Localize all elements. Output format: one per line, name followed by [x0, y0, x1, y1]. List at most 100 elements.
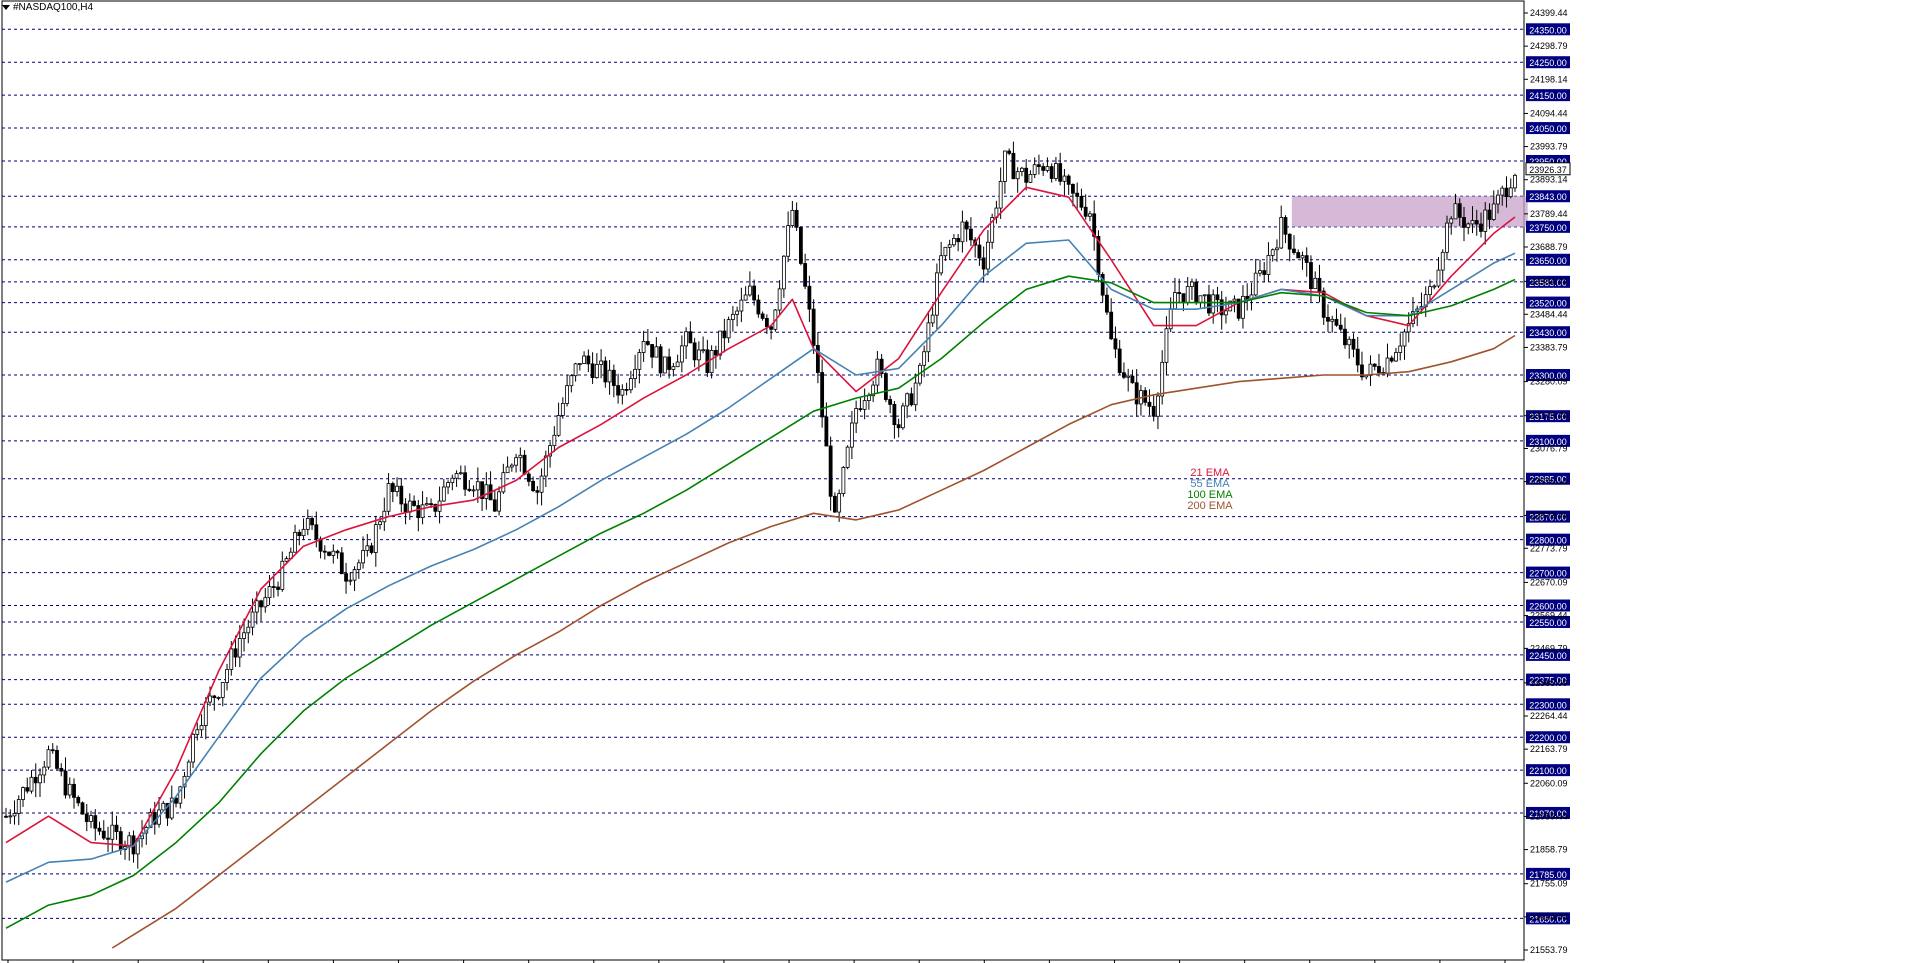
candle-body — [59, 768, 64, 772]
candle-body — [1479, 223, 1483, 232]
level-label: 23100.00 — [1529, 437, 1567, 447]
candle-body — [790, 209, 795, 226]
candle-body — [1296, 252, 1301, 259]
candle-body — [80, 802, 85, 815]
candle-body — [1049, 166, 1054, 179]
candle-body — [284, 558, 289, 562]
candle-body — [305, 518, 310, 530]
candle-body — [407, 500, 412, 513]
y-tick-label: 21553.79 — [1530, 945, 1568, 955]
candle-body — [1270, 249, 1275, 256]
level-label-bg — [1526, 533, 1570, 546]
y-tick-label: 21755.09 — [1530, 879, 1568, 889]
candle-body — [679, 345, 684, 363]
candle-body — [33, 776, 38, 784]
level-label-bg — [1526, 472, 1570, 485]
candle-body — [29, 776, 34, 792]
candle-body — [845, 446, 850, 468]
candle-body — [675, 361, 680, 368]
candle-body — [684, 331, 689, 347]
candle-body — [237, 638, 242, 658]
y-tick-label: 22569.44 — [1530, 611, 1568, 621]
level-label: 22375.00 — [1529, 676, 1567, 686]
candle-body — [1122, 372, 1126, 378]
candle-body — [505, 466, 510, 474]
level-label: 24350.00 — [1529, 25, 1567, 35]
candle-body — [203, 701, 208, 726]
candle-body — [297, 531, 302, 537]
level-label-bg — [1526, 122, 1570, 135]
level-label: 22800.00 — [1529, 536, 1567, 546]
candle-body — [1355, 348, 1360, 366]
current-price-label: 23926.37 — [1529, 165, 1567, 175]
candle-body — [1028, 174, 1033, 183]
candle-body — [1321, 290, 1326, 318]
candle-body — [1126, 375, 1131, 378]
candle-body — [280, 560, 285, 590]
candle-body — [450, 477, 455, 483]
candle-body — [820, 372, 825, 418]
candle-body — [76, 797, 81, 804]
candle-body — [662, 356, 667, 374]
y-tick-label: 23893.14 — [1530, 175, 1568, 185]
candle-body — [390, 483, 395, 492]
candle-body — [1504, 187, 1509, 198]
candle-body — [560, 403, 565, 416]
candle-body — [161, 802, 166, 811]
level-label: 23520.00 — [1529, 299, 1567, 309]
candle-body — [1007, 150, 1012, 154]
candle-body — [539, 475, 544, 493]
level-label-bg — [1526, 275, 1570, 288]
candle-body — [420, 504, 425, 519]
chevron-down-icon[interactable] — [2, 5, 10, 10]
level-label-bg — [1526, 410, 1570, 423]
candle-body — [339, 552, 344, 575]
candle-body — [798, 226, 803, 264]
candle-body — [616, 385, 621, 396]
candle-body — [1440, 251, 1445, 271]
candle-body — [191, 733, 195, 763]
level-label: 22200.00 — [1529, 733, 1567, 743]
candle-body — [832, 495, 837, 513]
y-tick-label: 24094.44 — [1530, 108, 1568, 118]
candle-body — [803, 263, 808, 287]
candle-body — [369, 545, 374, 553]
candle-body — [960, 221, 965, 243]
candle-body — [786, 225, 791, 257]
candle-body — [590, 363, 595, 378]
candle-body — [1300, 255, 1305, 259]
candle-body — [1411, 311, 1415, 324]
level-label: 24250.00 — [1529, 58, 1567, 68]
candle-body — [1236, 298, 1241, 319]
candle-body — [969, 228, 973, 241]
y-tick-label: 23383.79 — [1530, 342, 1568, 352]
candle-body — [854, 408, 859, 424]
candle-body — [543, 455, 548, 477]
candle-body — [242, 632, 246, 639]
y-tick-label: 21654.44 — [1530, 912, 1568, 922]
candle-body — [628, 378, 633, 391]
candle-body — [1343, 328, 1347, 346]
candle-body — [263, 597, 268, 608]
y-tick-label: 22670.09 — [1530, 577, 1568, 587]
candle-body — [199, 725, 204, 731]
candle-body — [556, 415, 561, 436]
level-label-bg — [1526, 434, 1570, 447]
candle-body — [174, 797, 178, 804]
candle-body — [645, 341, 650, 345]
candle-body — [909, 393, 914, 406]
symbol-title: #NASDAQ100,H4 — [13, 2, 94, 13]
level-label: 21785.00 — [1529, 870, 1567, 880]
level-label-bg — [1526, 912, 1570, 925]
candle-body — [900, 405, 905, 429]
candle-body — [310, 518, 314, 526]
candle-body — [739, 299, 744, 312]
y-tick-label: 23280.09 — [1530, 377, 1568, 387]
candle-body — [186, 761, 191, 777]
candle-body — [650, 344, 655, 358]
candle-body — [314, 524, 319, 540]
candle-body — [709, 349, 714, 374]
candle-body — [722, 330, 727, 339]
